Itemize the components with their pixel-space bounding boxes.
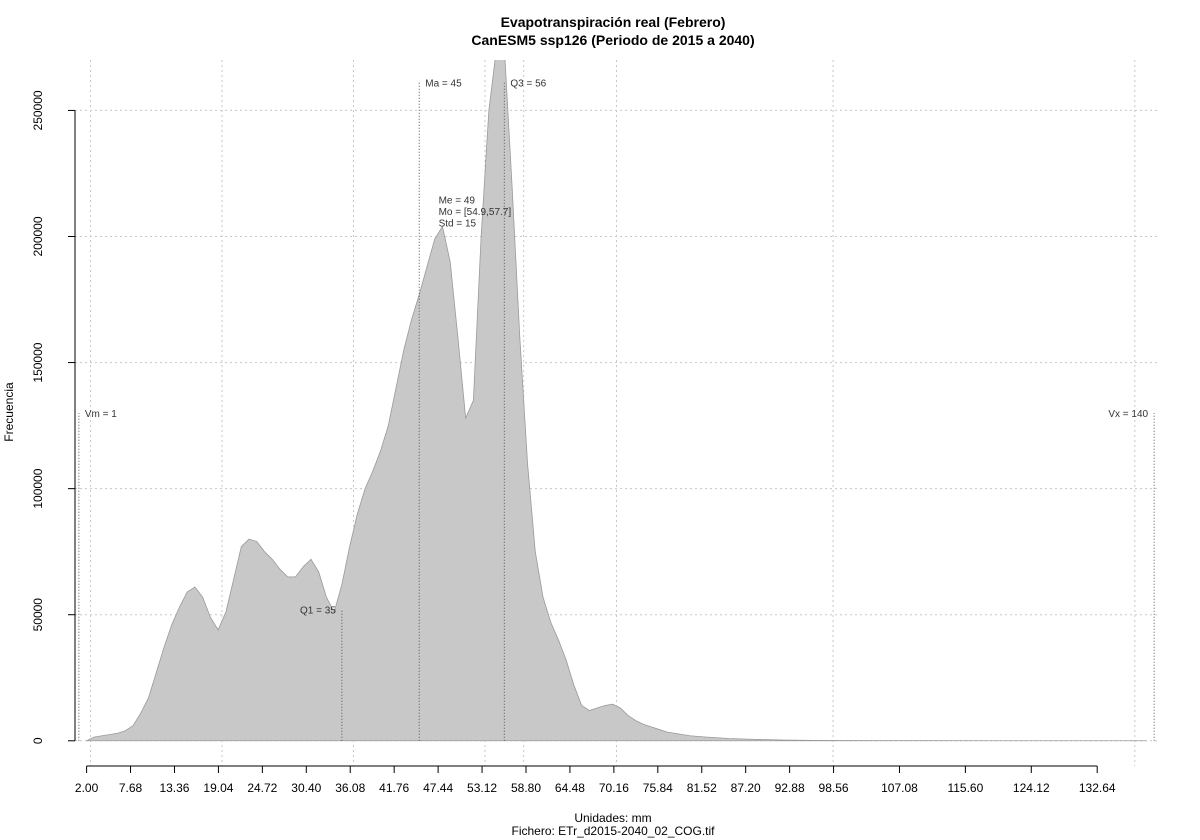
x-axis-title: Unidades: mm bbox=[574, 811, 651, 825]
y-axis-title: Frecuencia bbox=[2, 382, 16, 442]
footer-filename: Fichero: ETr_d2015-2040_02_COG.tif bbox=[512, 824, 716, 838]
x-tick-label: 107.08 bbox=[881, 781, 918, 795]
x-tick-label: 7.68 bbox=[119, 781, 143, 795]
x-tick-label: 98.56 bbox=[819, 781, 849, 795]
x-tick-label: 36.08 bbox=[335, 781, 365, 795]
stats-line: Mo = [54.9,57.7] bbox=[439, 207, 512, 218]
y-tick-label: 200000 bbox=[31, 216, 45, 256]
chart-subtitle: CanESM5 ssp126 (Periodo de 2015 a 2040) bbox=[471, 32, 754, 48]
y-tick-label: 150000 bbox=[31, 342, 45, 382]
marker-label-q1: Q1 = 35 bbox=[300, 606, 336, 617]
y-tick-label: 0 bbox=[31, 737, 45, 744]
x-tick-label: 92.88 bbox=[775, 781, 805, 795]
marker-label-vm: Vm = 1 bbox=[85, 409, 117, 420]
stats-line: Me = 49 bbox=[439, 196, 476, 207]
x-tick-label: 58.80 bbox=[511, 781, 541, 795]
x-tick-label: 41.76 bbox=[379, 781, 409, 795]
y-tick-label: 50000 bbox=[31, 598, 45, 632]
x-tick-label: 132.64 bbox=[1079, 781, 1116, 795]
x-tick-label: 81.52 bbox=[687, 781, 717, 795]
x-tick-label: 24.72 bbox=[247, 781, 277, 795]
stats-line: Std = 15 bbox=[439, 219, 477, 230]
x-tick-label: 70.16 bbox=[599, 781, 629, 795]
x-tick-label: 115.60 bbox=[947, 781, 983, 795]
x-tick-label: 64.48 bbox=[555, 781, 585, 795]
x-tick-label: 19.04 bbox=[203, 781, 233, 795]
x-tick-label: 87.20 bbox=[731, 781, 761, 795]
density-area bbox=[86, 60, 1147, 742]
marker-label-q3: Q3 = 56 bbox=[510, 79, 546, 90]
plot-area bbox=[86, 60, 1147, 742]
x-tick-label: 53.12 bbox=[467, 781, 497, 795]
x-tick-label: 13.36 bbox=[159, 781, 189, 795]
markers: Vm = 1 Q1 = 35 Ma = 45 Q3 = 56 Vx = 140 bbox=[78, 79, 1155, 741]
y-axis: 0 50000 100000 150000 200000 250000 bbox=[31, 90, 76, 744]
marker-label-ma: Ma = 45 bbox=[425, 79, 462, 90]
x-tick-label: 124.12 bbox=[1013, 781, 1050, 795]
x-tick-label: 47.44 bbox=[423, 781, 453, 795]
x-tick-label: 30.40 bbox=[291, 781, 321, 795]
chart-title: Evapotranspiración real (Febrero) bbox=[501, 14, 726, 30]
marker-label-vx: Vx = 140 bbox=[1108, 409, 1148, 420]
y-tick-label: 100000 bbox=[31, 468, 45, 508]
x-tick-label: 2.00 bbox=[75, 781, 99, 795]
x-axis: 2.00 7.68 13.36 19.04 24.72 30.40 36.08 41.76 47… bbox=[75, 765, 1116, 795]
y-tick-label: 250000 bbox=[31, 90, 45, 130]
x-tick-label: 75.84 bbox=[643, 781, 673, 795]
